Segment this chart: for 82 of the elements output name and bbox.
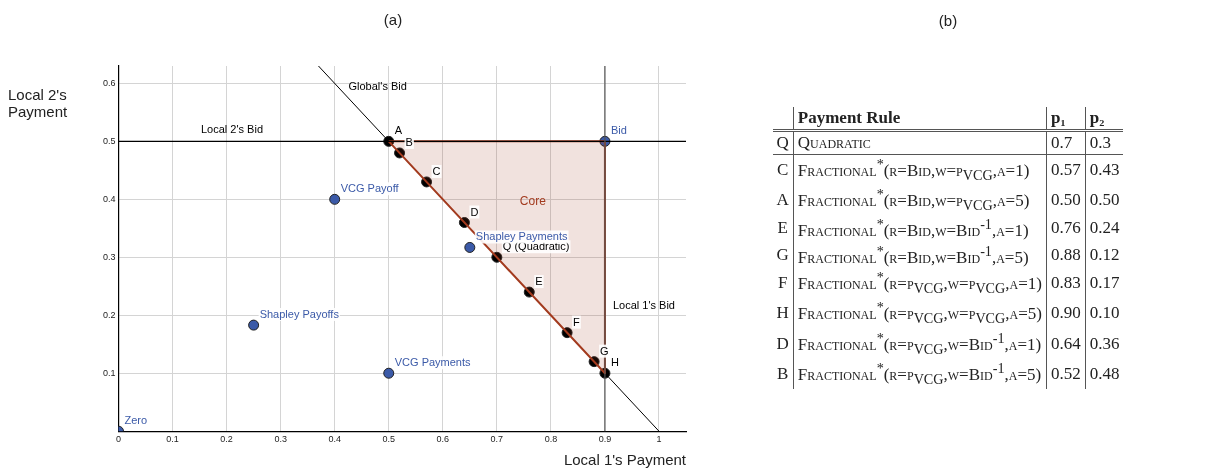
x-tick-label: 0.6 (436, 434, 450, 445)
point (464, 241, 476, 253)
x-tick-label: 0 (116, 434, 122, 445)
annotation: VCG Payoff (340, 182, 400, 195)
data-label: 0.50 (1046, 185, 1086, 216)
category-label: F (776, 272, 789, 295)
category-label: H (775, 302, 790, 325)
series-label: Global's Bid (348, 80, 407, 92)
y-tick-label: 0.1 (103, 367, 116, 378)
data-label: 0.7 (1046, 130, 1086, 155)
annotation: G (600, 344, 609, 357)
chart-title: (a) (383, 11, 403, 29)
x-tick-label: 0.9 (598, 434, 612, 445)
annotation: D (470, 205, 479, 218)
category-label: B (776, 362, 790, 385)
category-label: Fractional$^{*}$(r=p$_{VCG}$,w=p$_{VCG}$,a=5) (797, 299, 1042, 327)
category-label: C (776, 159, 790, 181)
data-label: 0.76 (1046, 215, 1086, 242)
y-tick-label: 0.5 (103, 135, 116, 146)
data-label: 0.90 (1046, 298, 1086, 329)
category-label: Fractional$^{*}$(r=p$_{VCG}$,w=p$_{VCG}$,a=1) (797, 269, 1042, 297)
x-tick-label: 0.7 (490, 434, 504, 445)
data-label: 0.57 (1046, 154, 1086, 186)
data-label: 0.50 (1085, 185, 1124, 216)
legend-title: Payment Rule (793, 107, 1047, 131)
category-label: Quadratic (797, 133, 871, 152)
data-label: 0.12 (1085, 241, 1124, 269)
x-tick-label: 0.2 (220, 434, 233, 445)
data-label: 0.83 (1046, 268, 1086, 299)
category-label: D (775, 332, 790, 355)
category-label: Q (775, 132, 790, 154)
category-label: Fractional$^{*}$(r=Bid,w=Bid$^{-1}$,a=1) (797, 216, 1029, 240)
point (248, 319, 260, 331)
annotation: H (610, 356, 619, 369)
annotation: Shapley Payoffs (259, 308, 340, 321)
ref-line-label: Local 2's Bid (200, 123, 264, 136)
text: p₂ (1085, 107, 1124, 131)
x-axis-title: Local 1's Payment (563, 451, 687, 469)
annotation: Zero (124, 414, 148, 427)
annotation: E (535, 275, 543, 288)
x-tick-label: 0.5 (382, 434, 395, 445)
y-tick-label: 0.3 (103, 251, 116, 262)
y-tick-label: 0.6 (103, 77, 116, 88)
x-tick-label: 1 (656, 434, 662, 445)
text: (b) (937, 12, 959, 29)
text: p₁ (1046, 107, 1086, 131)
category-label: Fractional$^{*}$(r=p$_{VCG}$,w=Bid$^{-1}$,a=5) (797, 359, 1042, 387)
data-label: 0.88 (1046, 241, 1086, 269)
x-tick-label: 0.1 (166, 434, 179, 445)
data-label: 0.52 (1046, 358, 1086, 389)
data-label: 0.36 (1085, 328, 1124, 359)
data-label: 0.43 (1085, 154, 1124, 186)
y-axis-title: Local 2's Payment (8, 86, 69, 120)
category-label: A (775, 189, 790, 212)
x-tick-label: 0.8 (544, 434, 558, 445)
annotation: B (405, 135, 413, 148)
category-label: Fractional$^{*}$(r=Bid,w=p$_{VCG}$,a=5) (797, 186, 1030, 214)
annotation: C (432, 164, 441, 177)
series-label: Core (519, 193, 547, 208)
category-label: Fractional$^{*}$(r=p$_{VCG}$,w=Bid$^{-1}$,a=1) (797, 329, 1042, 357)
annotation: F (573, 315, 581, 328)
y-tick-label: 0.4 (103, 193, 116, 204)
data-label: 0.10 (1085, 298, 1124, 329)
annotation: A (394, 124, 403, 137)
data-label: 0.64 (1046, 328, 1086, 359)
ref-line-label: Local 1's Bid (612, 298, 675, 311)
annotation: Bid (610, 124, 627, 137)
category-label: Fractional$^{*}$(r=Bid,w=Bid$^{-1}$,a=5) (797, 242, 1029, 267)
data-label: 0.17 (1085, 268, 1124, 299)
annotation: VCG Payments (394, 356, 472, 369)
x-tick-label: 0.3 (274, 434, 287, 445)
x-tick-label: 0.4 (328, 434, 341, 445)
data-label: 0.3 (1085, 130, 1124, 155)
category-label: Fractional$^{*}$(r=Bid,w=p$_{VCG}$,a=1) (797, 156, 1030, 184)
data-label: 0.48 (1085, 358, 1124, 389)
point (329, 193, 341, 205)
y-tick-label: 0.2 (103, 309, 116, 320)
point (383, 367, 395, 379)
data-label: 0.24 (1085, 215, 1124, 242)
category-label: E (776, 217, 789, 240)
annotation: Shapley Payments (475, 230, 569, 243)
category-label: G (775, 244, 790, 267)
